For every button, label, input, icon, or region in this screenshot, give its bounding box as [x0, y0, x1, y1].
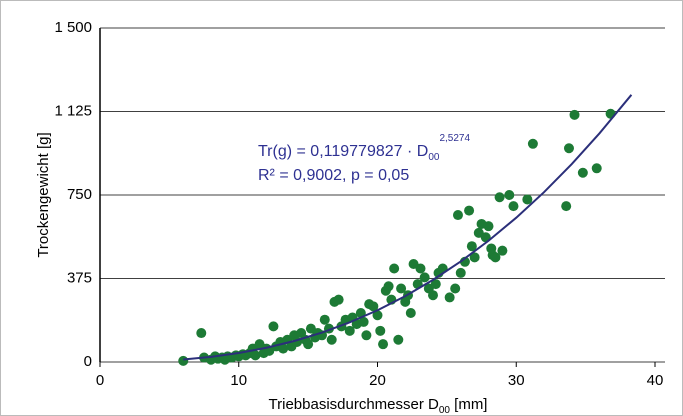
point	[368, 301, 379, 312]
point	[415, 263, 426, 274]
point	[490, 252, 501, 263]
point	[358, 316, 369, 327]
x-tick-label: 20	[369, 372, 386, 389]
point	[196, 328, 207, 339]
point	[250, 350, 261, 361]
point	[577, 167, 588, 178]
x-tick-label: 40	[647, 372, 664, 389]
point	[563, 143, 574, 154]
point	[455, 267, 466, 278]
point	[483, 221, 494, 232]
point	[430, 279, 441, 290]
point	[383, 281, 394, 292]
y-axis-label: Trockengewicht [g]	[35, 132, 52, 257]
point	[469, 252, 480, 263]
x-axis-label: Triebbasisdurchmesser D00 [mm]	[269, 396, 488, 416]
x-tick-label: 30	[508, 372, 525, 389]
point	[527, 138, 538, 149]
point	[561, 201, 572, 212]
point	[405, 308, 416, 319]
point	[450, 283, 461, 294]
fit-curve	[183, 94, 633, 361]
point	[278, 343, 289, 354]
point	[466, 241, 477, 252]
point	[326, 334, 337, 345]
point	[333, 294, 344, 305]
y-tick-label: 1 125	[54, 102, 92, 119]
r-squared: R² = 0,9002, p = 0,05	[258, 167, 409, 184]
y-tick-label: 750	[67, 186, 92, 203]
point	[419, 272, 430, 283]
y-tick-label: 375	[67, 269, 92, 286]
point	[508, 201, 519, 212]
y-tick-label: 0	[84, 353, 92, 370]
point	[268, 321, 279, 332]
point	[344, 325, 355, 336]
point	[494, 192, 505, 203]
point	[591, 163, 602, 174]
point	[569, 109, 580, 120]
x-tick-label: 0	[96, 372, 104, 389]
point	[178, 355, 189, 366]
point	[464, 205, 475, 216]
point	[428, 290, 438, 301]
point	[361, 330, 372, 341]
point	[396, 283, 407, 294]
point	[497, 245, 508, 256]
point	[389, 263, 400, 274]
point	[522, 194, 533, 205]
equation: Tr(g) = 0,119779827 · D002,5274	[258, 133, 470, 163]
point	[393, 334, 404, 345]
y-tick-label: 1 500	[54, 19, 92, 36]
point	[504, 190, 515, 200]
point	[444, 292, 455, 303]
point	[372, 310, 383, 321]
point	[319, 314, 330, 325]
x-tick-label: 10	[230, 372, 247, 389]
point	[452, 210, 463, 221]
point	[303, 339, 314, 350]
point	[375, 325, 386, 336]
point	[378, 339, 389, 350]
